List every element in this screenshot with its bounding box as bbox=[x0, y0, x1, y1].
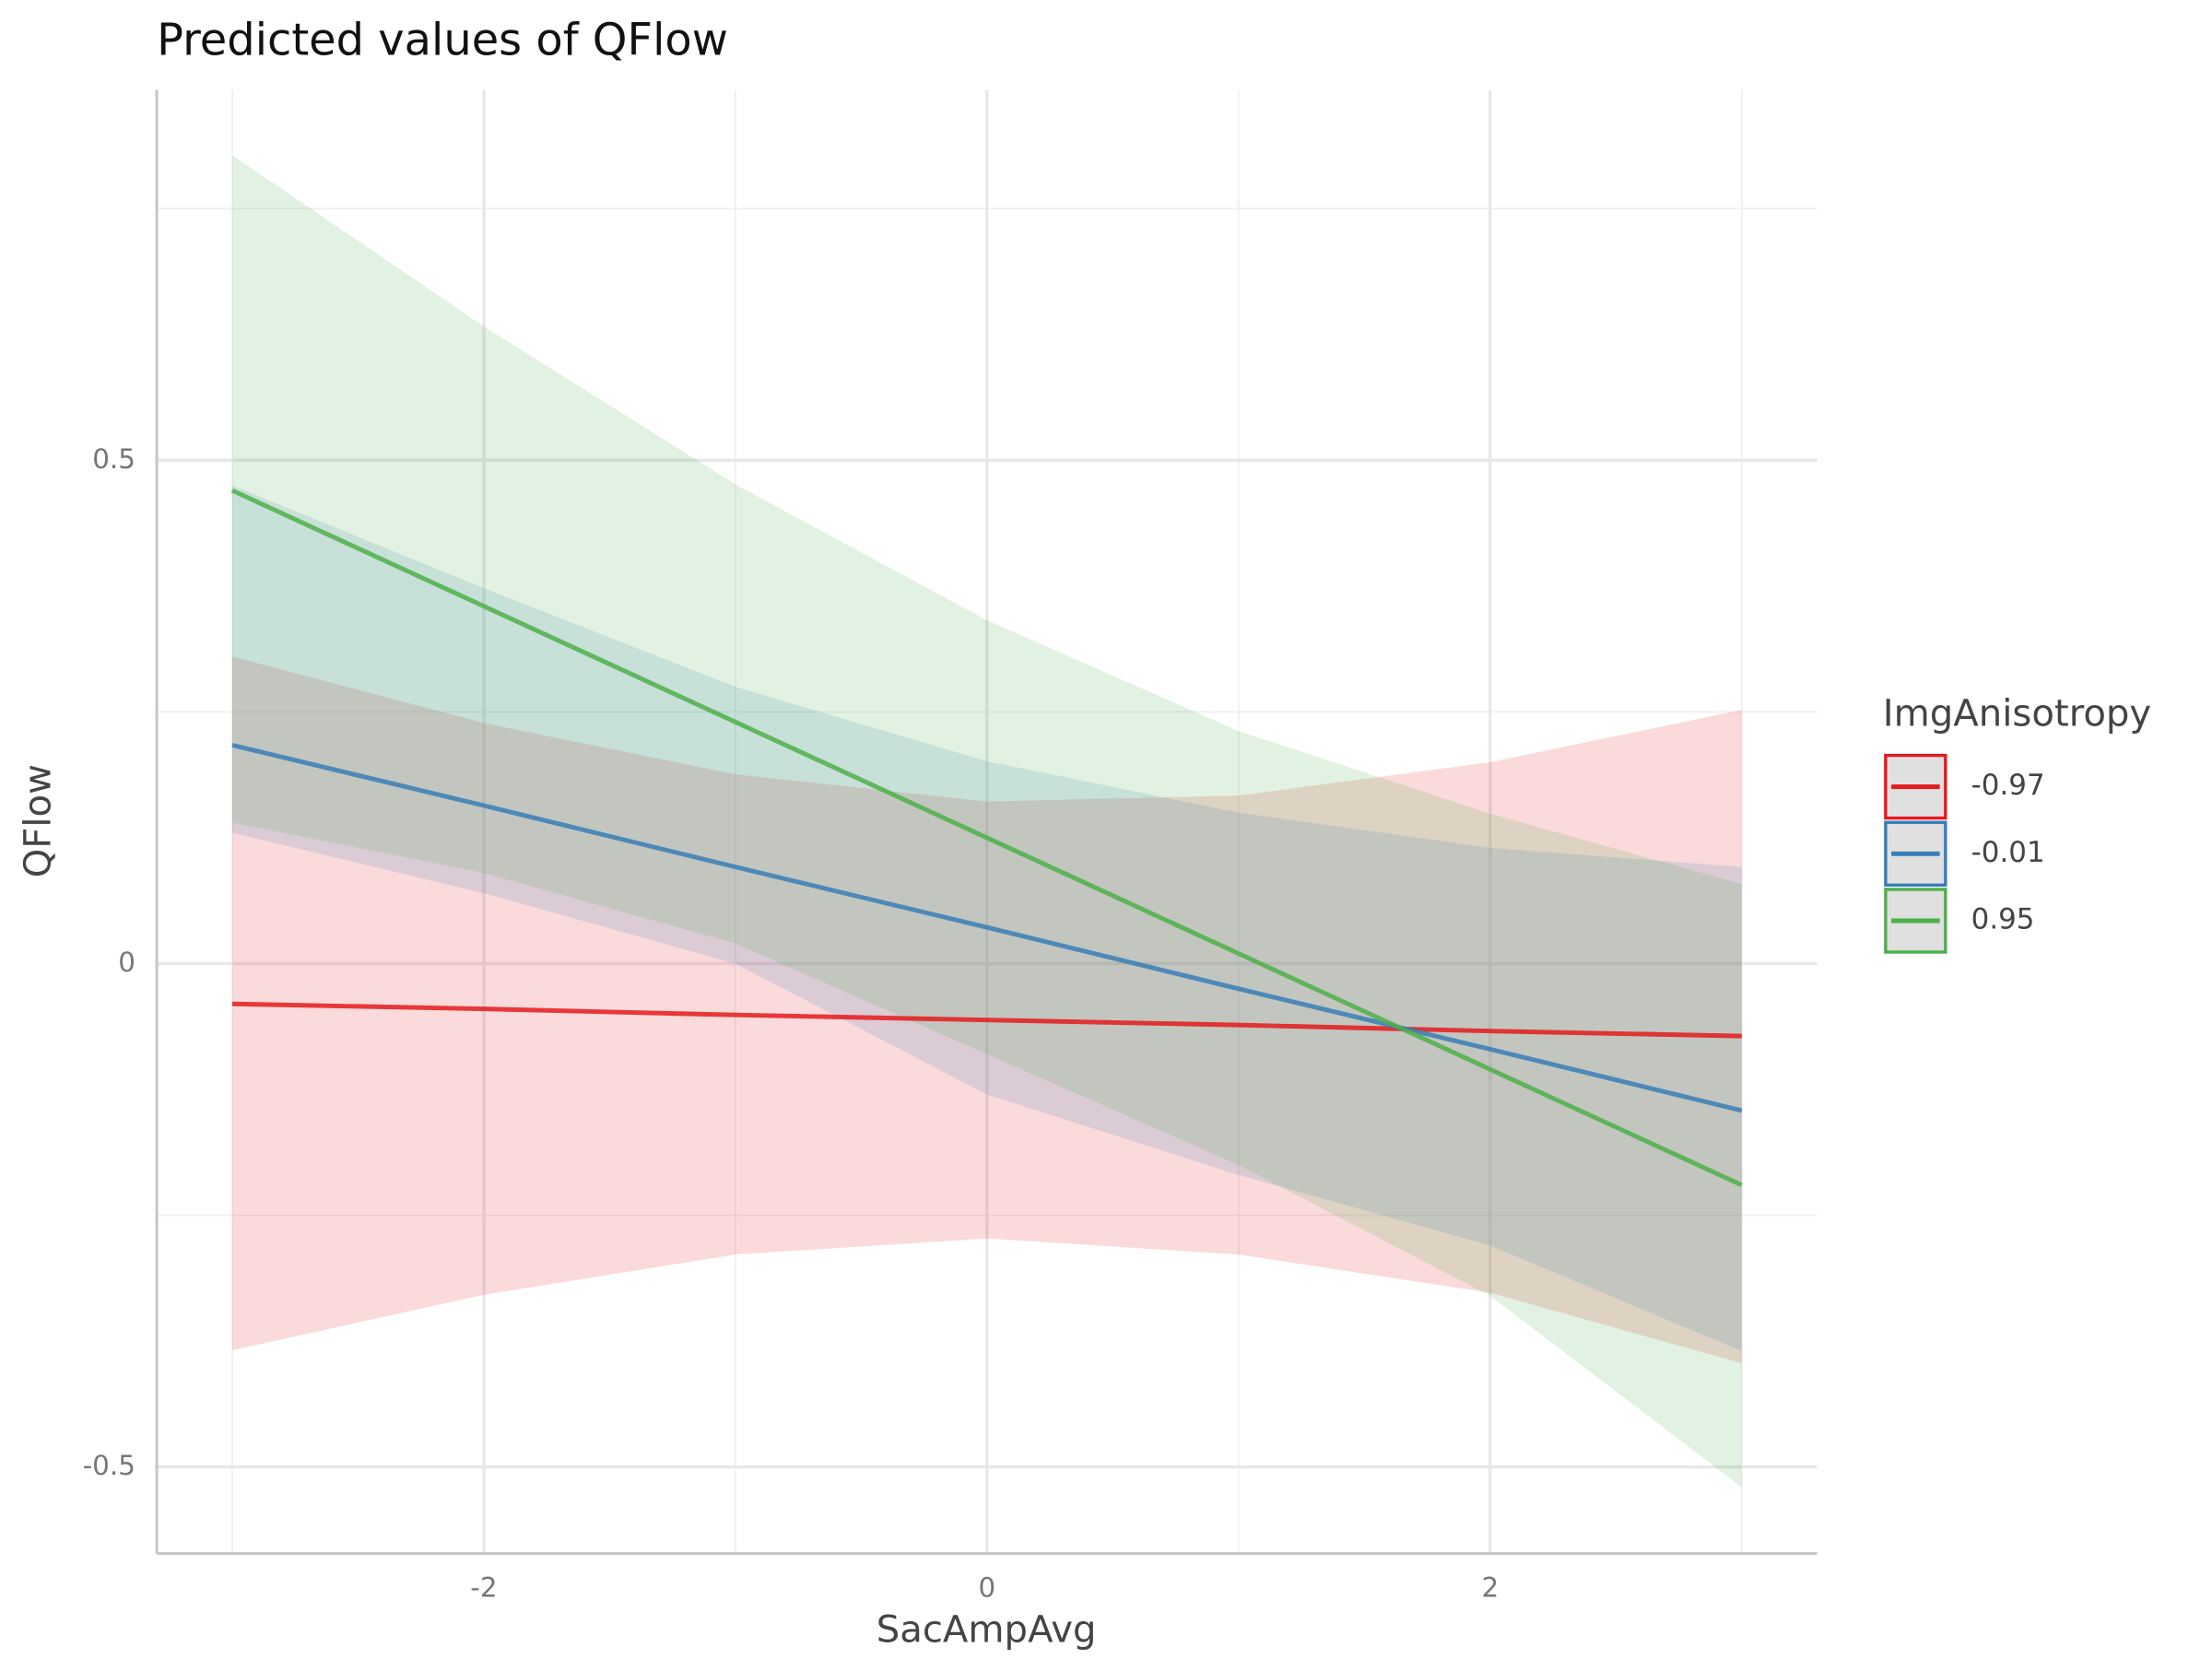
y-axis-label: QFlow bbox=[17, 764, 59, 877]
legend-label: 0.95 bbox=[1971, 902, 2035, 935]
line bbox=[231, 1001, 1742, 1039]
confidence-band bbox=[231, 485, 1742, 1352]
x-tick-label: 2 bbox=[1481, 1572, 1499, 1604]
x-axis-label: SacAmpAvg bbox=[877, 1609, 1097, 1652]
x-tick-label: 0 bbox=[979, 1572, 996, 1604]
x-tick-label: -2 bbox=[470, 1572, 497, 1604]
legend-label: -0.97 bbox=[1971, 769, 2045, 802]
y-tick-label: -0.5 bbox=[83, 1450, 135, 1481]
y-tick-label: 0.5 bbox=[92, 443, 135, 475]
line bbox=[230, 488, 1743, 1188]
line bbox=[231, 743, 1743, 1113]
confidence-band bbox=[231, 155, 1742, 1488]
chart-title: Predicted values of QFlow bbox=[157, 15, 728, 65]
confidence-band bbox=[231, 656, 1742, 1364]
legend-title: ImgAnisotropy bbox=[1883, 692, 2151, 735]
y-tick-label: 0 bbox=[118, 947, 135, 978]
legend-label: -0.01 bbox=[1971, 836, 2045, 869]
